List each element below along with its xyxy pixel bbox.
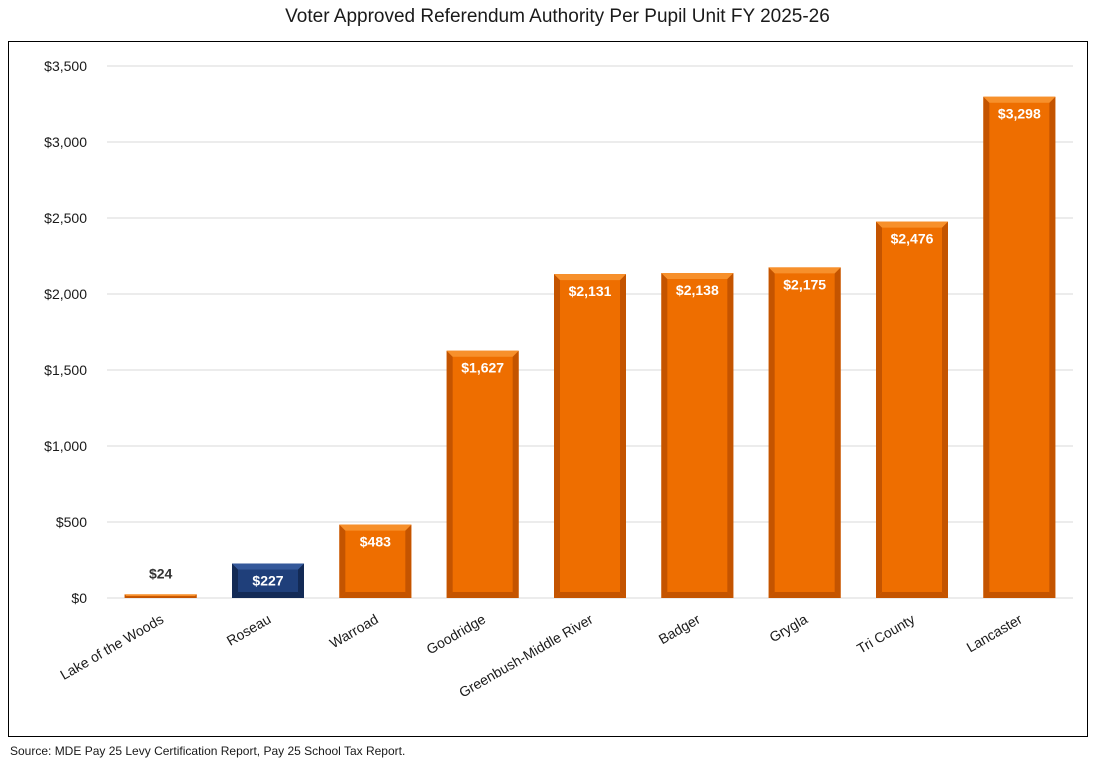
bar-grygla — [768, 267, 841, 598]
bar-bevel-bottom — [661, 592, 734, 598]
y-tick-label: $3,500 — [44, 58, 87, 74]
data-label: $1,627 — [461, 360, 504, 376]
x-tick-label: Roseau — [224, 611, 274, 649]
bar-bevel-top — [554, 274, 626, 281]
y-tick-label: $3,000 — [44, 134, 87, 150]
y-tick-label: $500 — [56, 514, 87, 530]
bar-bevel-bottom — [983, 592, 1056, 598]
bar-bevel-right — [512, 350, 519, 598]
bar-body — [661, 273, 734, 598]
x-axis-tick-labels: Lake of the Woods Roseau Warroad Goodridge G… — [57, 611, 1025, 701]
data-label: $2,476 — [891, 231, 934, 247]
bar-warroad — [339, 524, 412, 598]
data-label: $227 — [252, 572, 283, 588]
bar-bevel-right — [834, 267, 841, 598]
bar-body — [768, 267, 841, 598]
bar-bevel-bottom — [339, 592, 412, 598]
data-label: $2,175 — [783, 276, 826, 292]
x-tick-label: Goodridge — [424, 611, 489, 658]
bar-bevel-left — [232, 563, 238, 598]
y-tick-label: $1,000 — [44, 438, 87, 454]
bar-bevel-right — [620, 274, 626, 598]
bar-bevel-left — [876, 221, 882, 598]
bar-bevel-left — [124, 594, 127, 598]
bar-bevel-top — [124, 594, 197, 597]
bar-bevel-left — [661, 273, 668, 598]
y-tick-label: $2,000 — [44, 286, 87, 302]
bar-bevel-bottom — [554, 592, 626, 598]
bar-bevel-left — [983, 96, 990, 599]
bar-bevel-bottom — [124, 596, 197, 598]
bar-bevel-top — [661, 273, 734, 280]
bars — [124, 96, 1056, 599]
chart-frame: $0 $500 $1,000 $1,500 $2,000 $2,500 $3,000 $3,5… — [8, 41, 1088, 737]
bar-chart: $0 $500 $1,000 $1,500 $2,000 $2,500 $3,000 $3,5… — [44, 58, 1073, 701]
bar-bevel-right — [194, 594, 197, 598]
bar-bevel-left — [446, 350, 453, 598]
bar-lake-of-the-woods — [124, 594, 197, 598]
bar-tri-county — [876, 221, 948, 598]
bar-roseau — [232, 563, 304, 598]
data-label: $483 — [360, 534, 391, 550]
bar-bevel-right — [405, 524, 412, 598]
x-tick-label: Warroad — [327, 611, 381, 651]
data-label: $2,138 — [676, 282, 719, 298]
data-label: $24 — [149, 565, 173, 581]
bar-bevel-top — [446, 350, 519, 357]
bar-greenbush-middle-river — [554, 274, 626, 598]
bar-bevel-right — [942, 221, 948, 598]
bar-bevel-bottom — [232, 592, 304, 598]
y-tick-label: $1,500 — [44, 362, 87, 378]
data-label: $3,298 — [998, 106, 1041, 122]
y-tick-label: $2,500 — [44, 210, 87, 226]
x-tick-label: Tri County — [854, 611, 917, 657]
bar-lancaster — [983, 96, 1056, 599]
bar-bevel-top — [768, 267, 841, 274]
x-tick-label: Badger — [656, 611, 703, 648]
bar-body — [983, 96, 1056, 599]
data-label: $2,131 — [569, 283, 612, 299]
bar-body — [554, 274, 626, 598]
bar-goodridge — [446, 350, 519, 598]
bar-bevel-bottom — [876, 592, 948, 598]
bar-bevel-top — [339, 524, 412, 531]
bar-bevel-top — [983, 96, 1056, 103]
bar-body — [876, 221, 948, 598]
bar-bevel-top — [876, 221, 948, 228]
y-tick-label: $0 — [71, 590, 87, 606]
bar-bevel-right — [727, 273, 734, 598]
bar-badger — [661, 273, 734, 598]
x-tick-label: Grygla — [766, 611, 810, 646]
bar-body — [446, 350, 519, 598]
x-tick-label: Lancaster — [964, 611, 1026, 656]
bar-bevel-right — [1049, 96, 1056, 599]
source-note: Source: MDE Pay 25 Levy Certification Re… — [10, 744, 406, 758]
bar-bevel-top — [232, 563, 304, 570]
bar-body — [339, 524, 412, 598]
x-tick-label: Lake of the Woods — [57, 611, 166, 683]
data-labels: $24 $227 $483 $1,627 $2,131 $2,138 $2,175 $2,47… — [149, 106, 1041, 589]
bar-bevel-right — [298, 563, 304, 598]
bar-bevel-left — [339, 524, 346, 598]
bar-bevel-left — [554, 274, 560, 598]
bar-bevel-left — [768, 267, 775, 598]
bar-bevel-bottom — [446, 592, 519, 598]
chart-title: Voter Approved Referendum Authority Per … — [285, 6, 830, 27]
y-axis-tick-labels: $0 $500 $1,000 $1,500 $2,000 $2,500 $3,000 $3,5… — [44, 58, 87, 606]
bar-bevel-bottom — [768, 592, 841, 598]
